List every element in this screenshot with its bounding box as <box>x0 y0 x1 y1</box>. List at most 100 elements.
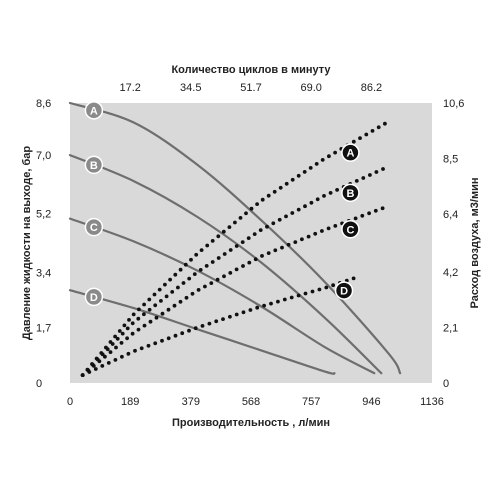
air-dot-b-39 <box>303 204 307 209</box>
air-dot-c-27 <box>241 264 245 268</box>
air-dot-b-32 <box>258 228 263 233</box>
air-dot-d-40 <box>351 276 356 281</box>
air-dot-d-4 <box>106 361 111 365</box>
air-dot-d-7 <box>126 351 131 356</box>
air-dot-d-29 <box>276 299 280 304</box>
top-tick-label: 34.5 <box>180 82 201 94</box>
air-dot-b-23 <box>204 264 209 268</box>
air-dot-b-31 <box>252 232 257 237</box>
air-dot-c-47 <box>373 208 378 213</box>
air-dot-c-45 <box>360 213 365 218</box>
air-dot-d-11 <box>153 341 158 346</box>
air-dot-b-22 <box>198 268 203 272</box>
y-left-tick-label: 0 <box>36 378 42 390</box>
air-curve-layer <box>80 121 387 377</box>
air-dot-a-13 <box>142 302 147 307</box>
air-dot-b-6 <box>110 342 115 346</box>
air-dot-d-1 <box>87 370 92 374</box>
air-dot-d-18 <box>200 324 205 328</box>
air-dot-d-13 <box>166 336 171 341</box>
air-dot-b-26 <box>222 252 227 256</box>
air-dot-d-17 <box>193 326 198 331</box>
air-dot-c-2 <box>91 364 96 368</box>
air-dot-d-32 <box>296 293 301 298</box>
air-dot-c-9 <box>130 331 135 336</box>
pressure-badge-a <box>84 101 104 120</box>
air-badge-d <box>334 281 354 300</box>
air-dot-b-50 <box>374 170 379 174</box>
air-dot-d-6 <box>120 354 124 359</box>
air-dot-a-16 <box>157 287 162 292</box>
x-tick-label: 568 <box>242 396 260 408</box>
air-dot-b-35 <box>277 217 282 222</box>
air-dot-c-38 <box>313 231 318 236</box>
air-dot-b-17 <box>170 290 175 294</box>
air-dot-d-35 <box>317 287 322 292</box>
air-dot-a-10 <box>127 318 131 322</box>
air-dot-b-30 <box>246 236 251 241</box>
air-dot-c-23 <box>215 277 220 282</box>
air-dot-d-15 <box>180 331 185 336</box>
air-dot-b-36 <box>284 214 288 219</box>
air-dot-c-31 <box>266 251 271 256</box>
top-tick-label: 69.0 <box>301 82 322 94</box>
air-dot-c-13 <box>154 315 159 320</box>
air-dot-c-24 <box>222 274 226 279</box>
air-dot-d-33 <box>303 291 308 296</box>
x-tick-label: 379 <box>182 396 200 408</box>
y-right-tick-label: 0 <box>443 378 449 390</box>
air-dot-d-8 <box>133 348 137 353</box>
air-dot-c-8 <box>125 336 129 341</box>
air-dot-a-53 <box>370 129 375 133</box>
air-dot-a-17 <box>163 282 167 287</box>
air-dot-a-55 <box>383 121 387 126</box>
air-dot-a-52 <box>364 132 369 137</box>
air-dot-d-12 <box>160 338 164 343</box>
air-dot-c-34 <box>286 242 291 247</box>
y-right-tick-label: 10,6 <box>443 98 464 110</box>
air-dot-b-8 <box>120 331 125 336</box>
air-dot-b-14 <box>153 303 158 308</box>
air-dot-c-36 <box>300 237 304 242</box>
plot-area <box>70 103 432 383</box>
air-dot-c-32 <box>273 248 278 253</box>
air-dot-b-29 <box>240 240 245 245</box>
air-dot-b-19 <box>181 281 186 285</box>
pressure-curve-c <box>68 217 376 375</box>
air-dot-c-4 <box>103 354 107 359</box>
air-dot-a-38 <box>278 185 283 190</box>
y-left-tick-label: 7,0 <box>36 150 51 162</box>
air-dot-c-33 <box>280 245 284 250</box>
air-dot-b-48 <box>361 176 366 180</box>
y-left-axis-title: Давление жидкости на выходе, бар <box>21 146 33 340</box>
x-axis-title: Производительность , л/мин <box>172 417 330 429</box>
air-dot-c-15 <box>166 307 171 312</box>
y-left-tick-label: 5,2 <box>36 209 51 221</box>
air-dot-d-2 <box>93 367 98 371</box>
air-dot-a-23 <box>194 252 199 257</box>
air-dot-c-12 <box>148 319 153 324</box>
air-dot-d-21 <box>221 317 225 321</box>
air-dot-b-11 <box>136 316 141 321</box>
air-badge-label-a: A <box>346 148 354 160</box>
air-dot-a-43 <box>308 166 313 170</box>
x-tick-label: 189 <box>121 396 139 408</box>
air-dot-a-47 <box>333 150 337 155</box>
air-dot-c-29 <box>253 257 258 262</box>
air-dot-d-3 <box>100 364 105 368</box>
x-tick-label: 0 <box>67 396 73 408</box>
air-badge-b <box>341 183 360 203</box>
x-tick-label: 1136 <box>420 396 444 408</box>
air-dot-c-20 <box>196 288 201 292</box>
air-dot-d-23 <box>234 312 239 317</box>
air-dot-a-42 <box>302 170 307 174</box>
air-dot-c-40 <box>326 226 331 231</box>
air-dot-c-18 <box>184 295 189 300</box>
air-dot-a-27 <box>216 234 221 239</box>
y-right-tick-label: 6,4 <box>443 209 458 221</box>
air-dot-a-11 <box>131 312 136 317</box>
pressure-curve-d <box>68 289 336 375</box>
air-dot-a-26 <box>210 239 215 243</box>
air-dot-d-0 <box>80 373 85 377</box>
air-badge-label-c: C <box>346 224 354 236</box>
